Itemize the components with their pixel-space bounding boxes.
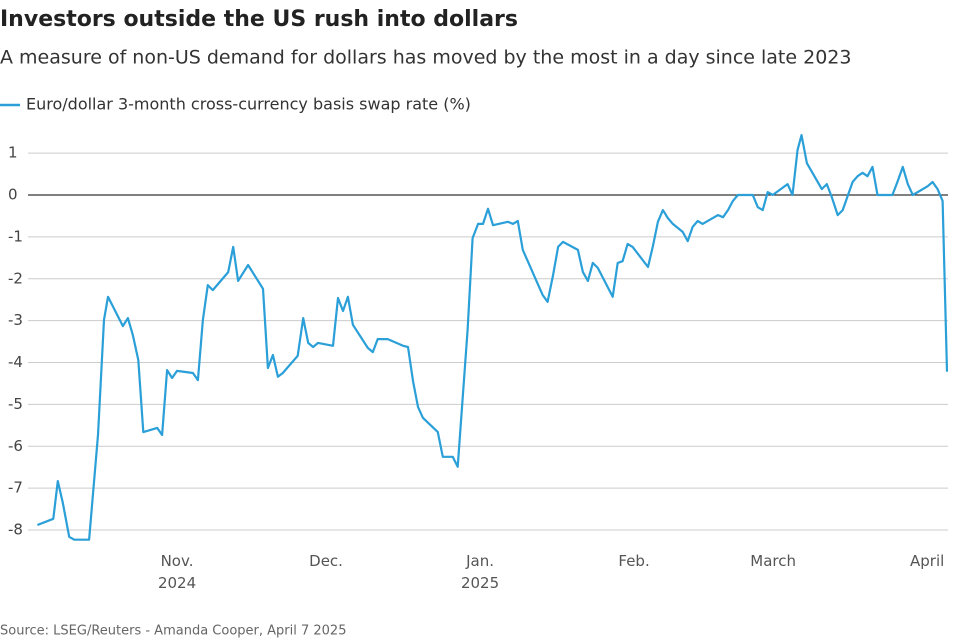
chart-title: Investors outside the US rush into dolla…: [0, 7, 518, 32]
x-tick-label: April: [910, 552, 945, 570]
y-tick-label: -5: [8, 395, 23, 413]
chart-subtitle: A measure of non-US demand for dollars h…: [0, 47, 851, 69]
x-tick-label: Feb.: [618, 552, 650, 570]
y-tick-label: -3: [8, 311, 23, 329]
y-tick-label: -7: [8, 479, 23, 497]
x-tick-label: Dec.: [309, 552, 343, 570]
y-tick-label: -8: [8, 521, 23, 539]
y-tick-label: -6: [8, 437, 23, 455]
x-tick-label: Nov. 2024: [157, 552, 197, 592]
x-tick-label: Jan. 2025: [460, 552, 500, 592]
y-tick-label: -2: [8, 269, 23, 287]
x-tick-label: March: [750, 552, 797, 570]
y-tick-label: 0: [8, 186, 18, 204]
y-tick-label: -1: [8, 227, 23, 245]
legend-label: Euro/dollar 3-month cross-currency basis…: [26, 95, 471, 114]
source: Source: LSEG/Reuters - Amanda Cooper, Ap…: [0, 624, 346, 639]
y-tick-label: -4: [8, 353, 23, 371]
data-line: [37, 134, 949, 541]
y-tick-label: 1: [8, 144, 18, 162]
